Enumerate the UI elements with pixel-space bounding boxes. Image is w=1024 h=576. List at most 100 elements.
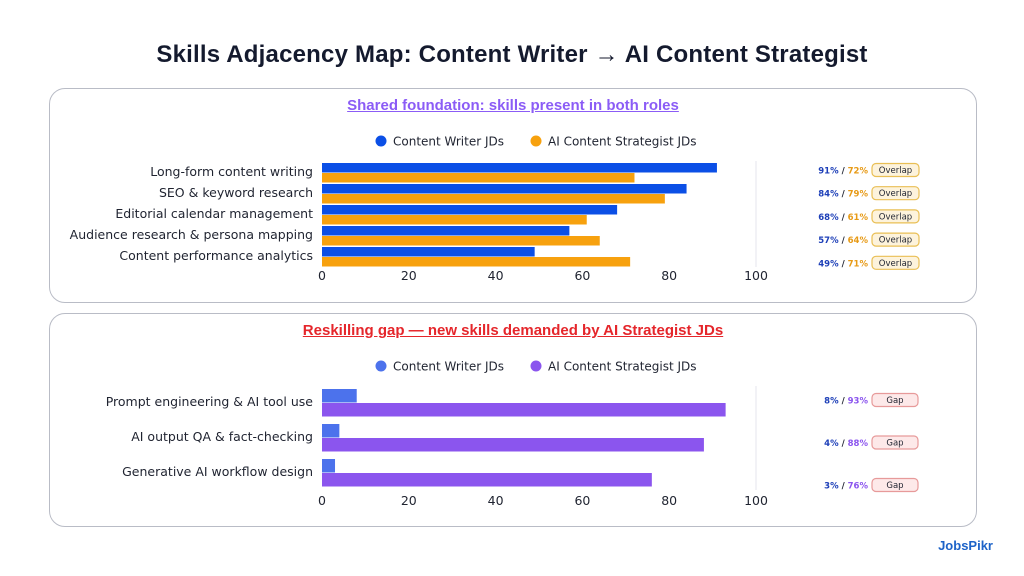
annotation-writer-pct: 84% — [818, 190, 839, 200]
category-label-generative-ai-workflow-design: Generative AI workflow design — [122, 464, 313, 479]
legend-label-content-writer-jds: Content Writer JDs — [393, 360, 504, 374]
x-tick-label: 40 — [488, 493, 504, 508]
annotation-separator: / — [839, 482, 848, 492]
annotation-separator: / — [839, 439, 848, 449]
legend-marker — [530, 135, 542, 147]
annotation-writer-pct: 49% — [818, 259, 839, 269]
category-label-seo-keyword-research: SEO & keyword research — [159, 185, 313, 200]
status-badge — [871, 255, 920, 270]
status-badge — [871, 209, 920, 224]
category-label-audience-research-persona-mapping: Audience research & persona mapping — [70, 227, 313, 242]
status-badge-label: Overlap — [879, 166, 912, 176]
x-tick-label: 100 — [744, 268, 768, 283]
status-badge — [871, 435, 919, 450]
reskilling-gap-panel: Reskilling gap — new skills demanded by … — [49, 313, 977, 527]
x-tick-label: 80 — [661, 493, 677, 508]
annotation-writer-pct: 57% — [818, 236, 839, 246]
bar-ai-content-strategist-jds-seo-keyword-research — [322, 194, 665, 204]
annotation-strategist-pct: 88% — [848, 439, 869, 449]
bar-ai-content-strategist-jds-ai-output-qa-fact-checking — [322, 438, 704, 452]
annotation-values: 68% / 61% — [818, 213, 868, 223]
legend-label-ai-content-strategist-jds: AI Content Strategist JDs — [548, 135, 697, 149]
x-tick-label: 80 — [661, 268, 677, 283]
annotation-writer-pct: 3% — [824, 482, 839, 492]
bar-ai-content-strategist-jds-generative-ai-workflow-design — [322, 473, 652, 487]
annotation-separator: / — [839, 259, 848, 269]
status-badge — [871, 186, 920, 201]
bar-ai-content-strategist-jds-prompt-engineering-ai-tool-use — [322, 403, 726, 417]
status-badge-label: Gap — [886, 439, 903, 449]
annotation-separator: / — [839, 236, 848, 246]
annotation-strategist-pct: 72% — [848, 167, 869, 177]
page-title: Skills Adjacency Map: Content Writer → A… — [156, 41, 868, 68]
annotation-strategist-pct: 76% — [848, 482, 869, 492]
legend-label-ai-content-strategist-jds: AI Content Strategist JDs — [548, 360, 697, 374]
status-badge — [871, 477, 919, 493]
reskilling-gap-chart: Content Writer JDs AI Content Strategist … — [106, 360, 919, 508]
annotation-values: 91% / 72% — [818, 167, 868, 177]
bar-ai-content-strategist-jds-long-form-content-writing — [322, 173, 635, 183]
reskilling-gap-title: Reskilling gap — new skills demanded by … — [302, 322, 724, 339]
annotation-values: 4% / 88% — [824, 439, 868, 449]
bar-content-writer-jds-ai-output-qa-fact-checking — [322, 424, 340, 438]
legend-label-content-writer-jds: Content Writer JDs — [393, 135, 504, 149]
annotation-values: 84% / 79% — [818, 190, 868, 200]
shared-foundation-panel: Shared foundation: skills present in bot… — [49, 88, 977, 303]
x-tick-label: 100 — [744, 493, 768, 508]
category-label-prompt-engineering-ai-tool-use: Prompt engineering & AI tool use — [106, 394, 314, 409]
category-label-content-performance-analytics: Content performance analytics — [119, 248, 313, 263]
status-badge — [871, 392, 919, 408]
x-tick-label: 20 — [401, 493, 417, 508]
bar-content-writer-jds-seo-keyword-research — [322, 184, 687, 194]
annotation-strategist-pct: 71% — [848, 259, 869, 269]
bar-ai-content-strategist-jds-audience-research-persona-mapping — [322, 236, 600, 246]
annotation-separator: / — [839, 167, 848, 177]
legend-marker — [375, 360, 387, 372]
bar-content-writer-jds-content-performance-analytics — [322, 247, 535, 257]
bar-content-writer-jds-long-form-content-writing — [322, 163, 717, 173]
annotation-strategist-pct: 93% — [848, 397, 869, 407]
x-tick-label: 20 — [401, 268, 417, 283]
status-badge — [871, 232, 920, 247]
category-label-long-form-content-writing: Long-form content writing — [150, 164, 313, 179]
x-tick-label: 40 — [488, 268, 504, 283]
x-tick-label: 60 — [574, 268, 590, 283]
annotation-strategist-pct: 79% — [848, 190, 869, 200]
bar-content-writer-jds-editorial-calendar-management — [322, 205, 618, 215]
status-badge-label: Overlap — [879, 259, 912, 269]
status-badge-label: Gap — [886, 396, 903, 406]
annotation-separator: / — [839, 190, 848, 200]
bar-content-writer-jds-audience-research-persona-mapping — [322, 226, 570, 236]
annotation-separator: / — [839, 397, 848, 407]
x-tick-label: 0 — [318, 268, 326, 283]
bar-ai-content-strategist-jds-editorial-calendar-management — [322, 215, 587, 225]
bar-content-writer-jds-generative-ai-workflow-design — [322, 459, 336, 473]
annotation-writer-pct: 68% — [818, 213, 839, 223]
status-badge-label: Overlap — [879, 236, 912, 246]
annotation-strategist-pct: 61% — [848, 213, 869, 223]
annotation-strategist-pct: 64% — [848, 236, 869, 246]
legend-marker — [375, 135, 387, 147]
shared-foundation-title: Shared foundation: skills present in bot… — [347, 97, 679, 114]
shared-foundation-chart: Content Writer JDs AI Content Strategist … — [70, 135, 920, 283]
annotation-values: 49% / 71% — [818, 259, 868, 269]
annotation-values: 57% / 64% — [818, 236, 868, 246]
annotation-values: 8% / 93% — [824, 397, 868, 407]
annotation-values: 3% / 76% — [824, 482, 868, 492]
legend-marker — [530, 360, 542, 372]
annotation-writer-pct: 4% — [824, 439, 839, 449]
status-badge-label: Overlap — [879, 189, 912, 199]
annotation-separator: / — [839, 213, 848, 223]
status-badge-label: Gap — [886, 481, 903, 491]
category-label-editorial-calendar-management: Editorial calendar management — [115, 206, 313, 221]
status-badge-label: Overlap — [879, 212, 912, 222]
status-badge — [871, 162, 920, 178]
annotation-writer-pct: 91% — [818, 167, 839, 177]
bar-ai-content-strategist-jds-content-performance-analytics — [322, 257, 631, 267]
x-tick-label: 60 — [574, 493, 590, 508]
category-label-ai-output-qa-fact-checking: AI output QA & fact-checking — [131, 429, 313, 444]
annotation-writer-pct: 8% — [824, 397, 839, 407]
x-tick-label: 0 — [318, 493, 326, 508]
jobspikr-logo: JobsPikr — [938, 538, 993, 553]
bar-content-writer-jds-prompt-engineering-ai-tool-use — [322, 389, 357, 403]
